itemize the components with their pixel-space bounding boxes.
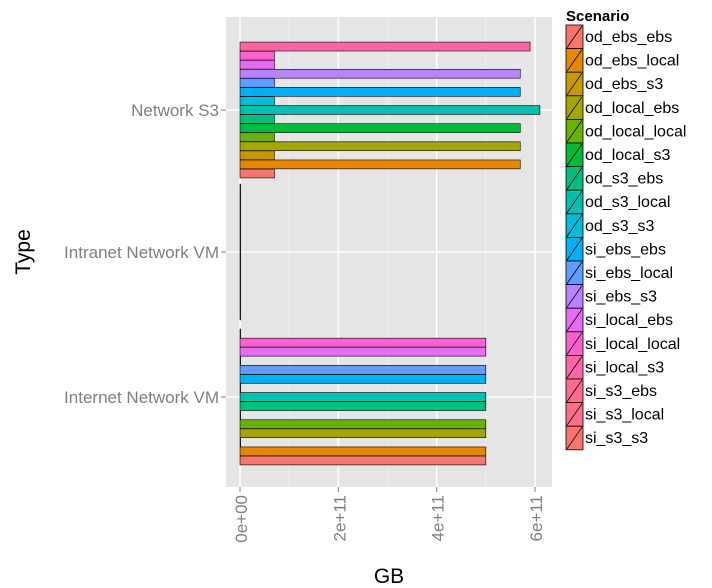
x-axis: 0e+00 2e+11 4e+11 6e+11 — [232, 487, 546, 543]
legend-label: od_local_ebs — [585, 100, 679, 117]
legend-key-slash — [566, 379, 583, 402]
bar — [239, 192, 241, 203]
bar — [239, 292, 241, 303]
legend-key-slash — [566, 332, 583, 355]
legend-label: si_ebs_s3 — [585, 289, 657, 306]
legend-key-slash — [566, 261, 583, 284]
bar — [239, 401, 487, 411]
bar — [239, 41, 531, 52]
bar — [239, 159, 521, 170]
legend-label: si_local_ebs — [585, 312, 673, 329]
bar — [239, 265, 241, 275]
legend-label: od_ebs_ebs — [585, 29, 672, 46]
legend-key-slash — [566, 356, 583, 379]
y-tick-label: Network S3 — [131, 101, 219, 120]
legend-key-slash — [566, 238, 583, 261]
x-tick-label: 4e+11 — [429, 495, 448, 541]
legend-label: od_local_local — [585, 123, 686, 140]
legend-label: od_local_s3 — [585, 147, 671, 164]
bar — [239, 201, 241, 212]
bar — [239, 229, 241, 239]
x-tick-label: 0e+00 — [232, 495, 251, 543]
x-tick-label: 2e+11 — [330, 495, 349, 541]
legend-key-slash — [566, 72, 583, 96]
bar — [239, 301, 241, 312]
bar — [239, 455, 487, 466]
legend-label: si_local_s3 — [585, 359, 664, 376]
legend-key-slash — [566, 120, 583, 143]
bar — [239, 419, 487, 429]
legend: Scenario od_ebs_ebs od_ebs_local od_ebs_s3… — [565, 8, 686, 451]
legend-title: Scenario — [566, 8, 629, 25]
bar — [239, 410, 241, 420]
bar — [239, 374, 487, 384]
y-axis-title: Type — [12, 229, 35, 275]
bar — [239, 114, 275, 124]
legend-label: si_s3_local — [585, 407, 664, 424]
bar — [239, 247, 241, 257]
legend-key-slash — [566, 308, 583, 332]
legend-key-slash — [566, 285, 583, 308]
x-tick-label: 6e+11 — [527, 495, 546, 541]
legend-key-slash — [566, 403, 583, 426]
legend-label: si_s3_s3 — [585, 430, 648, 447]
legend-label: si_ebs_ebs — [585, 241, 666, 258]
bar — [239, 355, 241, 366]
bar — [239, 183, 241, 194]
legend-key-slash — [566, 214, 583, 237]
y-axis: Internet Network VM Intranet Network VM Ne… — [64, 101, 226, 407]
bar — [239, 428, 487, 439]
legend-key-slash — [566, 167, 583, 190]
bar — [239, 168, 275, 179]
bar — [239, 141, 521, 152]
bar — [239, 150, 275, 161]
bar — [239, 256, 241, 266]
bar — [239, 68, 521, 79]
bar — [239, 446, 487, 457]
bar — [239, 132, 275, 142]
bar — [239, 87, 521, 97]
legend-label: si_local_local — [585, 336, 680, 353]
legend-key-slash — [566, 96, 583, 119]
y-tick-label: Intranet Network VM — [64, 243, 219, 262]
legend-key-slash — [566, 426, 583, 450]
y-tick-label: Internet Network VM — [64, 388, 219, 407]
legend-key-slash — [566, 25, 583, 48]
bar — [239, 392, 487, 402]
bar — [239, 346, 487, 357]
bar — [239, 283, 241, 294]
bar — [239, 105, 541, 115]
legend-label: od_ebs_local — [585, 53, 679, 70]
bar — [239, 238, 241, 248]
bar — [239, 78, 275, 88]
bar — [239, 328, 241, 339]
legend-label: od_ebs_s3 — [585, 76, 663, 93]
legend-key-slash — [566, 143, 583, 166]
x-axis-title: GB — [374, 565, 404, 588]
bar — [239, 59, 275, 70]
bar — [239, 210, 241, 221]
bar — [239, 123, 521, 133]
bar — [239, 310, 241, 321]
bar — [239, 383, 241, 393]
bar — [239, 96, 275, 106]
bars — [239, 41, 541, 466]
bar — [239, 365, 487, 375]
legend-label: si_s3_ebs — [585, 383, 657, 400]
bar — [239, 50, 275, 61]
legend-label: si_ebs_local — [585, 265, 673, 282]
bar — [239, 274, 241, 284]
bar — [239, 220, 241, 230]
legend-label: od_s3_local — [585, 194, 670, 211]
bar — [239, 337, 487, 348]
legend-key-slash — [566, 49, 583, 72]
legend-key-slash — [566, 190, 583, 214]
legend-label: od_s3_ebs — [585, 171, 663, 188]
bar — [239, 437, 241, 448]
legend-label: od_s3_s3 — [585, 218, 654, 235]
